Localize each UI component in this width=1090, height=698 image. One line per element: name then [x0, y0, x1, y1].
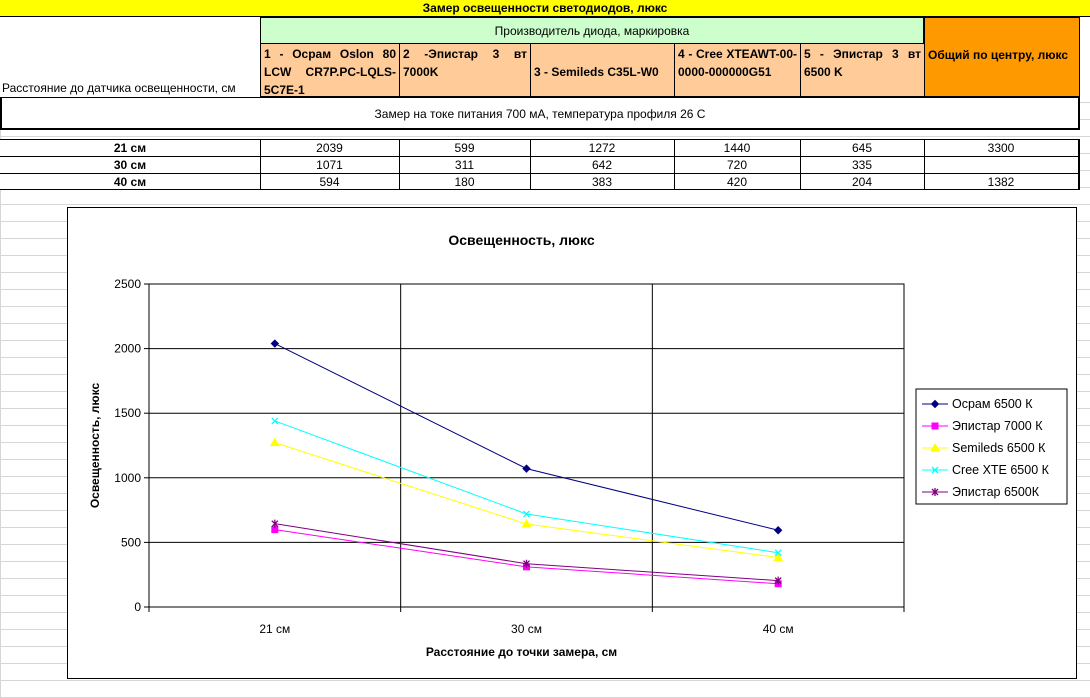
- chart-title: Освещенность, люкс: [448, 232, 594, 248]
- table-row-label: 21 см: [0, 139, 261, 156]
- data-point-5: [271, 519, 279, 528]
- column-header-2: 2 -Эпистар 3 вт 7000K: [399, 43, 531, 97]
- y-tick-label: 0: [134, 600, 141, 614]
- y-tick-label: 2500: [114, 277, 141, 291]
- table-cell: [924, 156, 1080, 173]
- data-point-1: [270, 339, 280, 348]
- measurement-note: Замер на токе питания 700 мА, температур…: [0, 97, 1080, 130]
- data-point-4: [774, 549, 782, 557]
- legend-marker: [931, 466, 939, 474]
- x-tick-label: 21 см: [259, 622, 290, 636]
- legend-marker: [931, 488, 939, 496]
- legend-label: Осрам 6500 К: [952, 397, 1033, 411]
- column-header-3: 3 - Semileds C35L-W0: [530, 43, 675, 97]
- data-point-3: [773, 552, 784, 562]
- x-tick-label: 30 см: [511, 622, 542, 636]
- data-point-4: [271, 417, 279, 425]
- data-point-1: [773, 526, 783, 535]
- table-cell: 335: [800, 156, 925, 173]
- column-header-total: Общий по центру, люкс: [924, 17, 1080, 97]
- y-tick-label: 500: [121, 535, 141, 549]
- table-cell: 180: [399, 173, 531, 190]
- plot-area: [148, 283, 905, 608]
- table-cell: 1272: [530, 139, 675, 156]
- table-cell: 1440: [674, 139, 801, 156]
- line-chart: 0 500 1000 1500 2000 2500 21 см 30 см 40 см Освещ…: [88, 232, 1068, 659]
- x-axis-title: Расстояние до точки замера, см: [426, 645, 617, 659]
- table-cell: 3300: [924, 139, 1080, 156]
- legend-marker: [930, 399, 940, 409]
- x-tick-label: 40 см: [763, 622, 794, 636]
- table-cell: 599: [399, 139, 531, 156]
- table-cell: 204: [800, 173, 925, 190]
- table-row-label: 40 см: [0, 173, 261, 190]
- data-point-3: [521, 519, 532, 528]
- table-cell: 720: [674, 156, 801, 173]
- table-cell: 645: [800, 139, 925, 156]
- data-point-3: [269, 437, 280, 447]
- table-cell: 420: [674, 173, 801, 190]
- y-tick-label: 1500: [114, 406, 141, 420]
- y-tick-label: 2000: [114, 342, 141, 356]
- legend-box: [915, 388, 1068, 505]
- data-point-5: [523, 559, 530, 568]
- data-point-5: [774, 576, 782, 585]
- table-cell: 311: [399, 156, 531, 173]
- legend-marker: [930, 442, 940, 452]
- data-table: 21 см 2039 599 1272 1440 645 3300 30 см 1071 311 6…: [0, 139, 1080, 190]
- chart-area: 0 500 1000 1500 2000 2500 21 см 30 см 40 см Освещ…: [67, 207, 1077, 679]
- table-cell: 594: [260, 173, 400, 190]
- legend-marker: [931, 422, 939, 430]
- table-cell: 642: [530, 156, 675, 173]
- sheet-title: Замер освещенности светодиодов, люкс: [0, 0, 1090, 17]
- table-cell: 1071: [260, 156, 400, 173]
- manufacturer-header: Производитель диода, маркировка: [260, 17, 924, 44]
- table-cell: 1382: [924, 173, 1080, 190]
- legend-label: Эпистар 7000 К: [952, 419, 1043, 433]
- data-point-4: [523, 510, 530, 518]
- column-header-5: 5 - Эпистар 3 вт 6500 K: [800, 43, 925, 97]
- data-point-1: [522, 464, 531, 473]
- table-cell: 2039: [260, 139, 400, 156]
- y-axis-title: Освещенность, люкс: [88, 382, 102, 508]
- column-header-1: 1 - Осрам Oslon 80 LCW CR7P.PC-LQLS-5C7E…: [260, 43, 400, 97]
- column-header-4: 4 - Cree XTEAWT-00-0000-000000G51: [674, 43, 801, 97]
- legend-label: Cree XTE 6500 К: [952, 463, 1050, 477]
- y-tick-label: 1000: [114, 471, 141, 485]
- table-row-label: 30 см: [0, 156, 261, 173]
- legend-label: Semileds 6500 К: [952, 441, 1046, 455]
- row-header-label: Расстояние до датчика освещенности, см: [2, 81, 236, 95]
- table-cell: 383: [530, 173, 675, 190]
- legend-label: Эпистар 6500К: [952, 485, 1040, 499]
